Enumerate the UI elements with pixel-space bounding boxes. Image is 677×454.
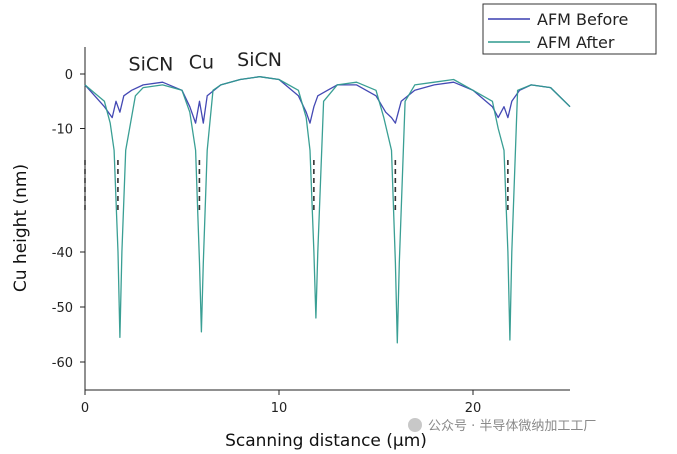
legend: AFM Before AFM After: [482, 3, 657, 55]
y-tick-label: 0: [65, 68, 73, 83]
y-tick-label: -40: [52, 246, 73, 261]
annotations: SiCN Cu SiCN: [129, 49, 282, 76]
y-tick-label: -10: [52, 123, 73, 138]
annotation-label: Cu: [189, 52, 214, 74]
x-axis-label: Scanning distance (μm): [225, 431, 427, 451]
y-axis-label: Cu height (nm): [11, 164, 31, 292]
x-tick-label: 10: [271, 401, 288, 416]
x-tick-label: 0: [81, 401, 89, 416]
annotation-label: SiCN: [129, 54, 174, 76]
axes: [84, 47, 570, 391]
legend-label-before: AFM Before: [537, 10, 628, 29]
series-line-before: [84, 76, 571, 124]
watermark: 公众号 · 半导体微纳加工工厂: [408, 418, 596, 434]
wechat-icon: [408, 418, 422, 432]
y-tick-label: -50: [52, 301, 73, 316]
watermark-text: 公众号 · 半导体微纳加工工厂: [428, 419, 596, 434]
break-dashes: [84, 160, 509, 214]
annotation-label: SiCN: [237, 49, 282, 71]
series-group: [84, 76, 571, 344]
x-tick-label: 20: [465, 401, 482, 416]
legend-box: [482, 3, 657, 55]
legend-label-after: AFM After: [537, 33, 615, 52]
series-line-after: [84, 76, 571, 344]
y-tick-label: -60: [52, 356, 73, 371]
ticks: 0 -10 -40 -50 -60 0 10 20: [52, 68, 482, 416]
